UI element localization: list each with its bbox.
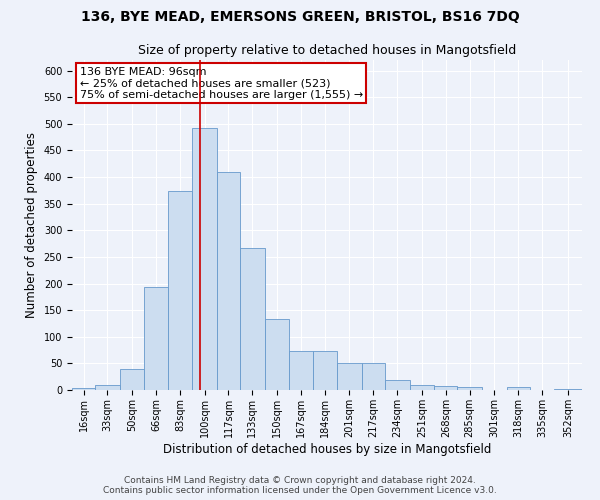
Y-axis label: Number of detached properties: Number of detached properties — [25, 132, 38, 318]
Bar — [192, 128, 217, 390]
Text: Contains HM Land Registry data © Crown copyright and database right 2024.
Contai: Contains HM Land Registry data © Crown c… — [103, 476, 497, 495]
Bar — [506, 388, 530, 390]
Bar — [410, 384, 434, 390]
Bar — [120, 368, 145, 390]
Bar — [217, 172, 240, 390]
Bar — [167, 192, 192, 390]
X-axis label: Distribution of detached houses by size in Mangotsfield: Distribution of detached houses by size … — [163, 442, 491, 456]
Bar — [72, 388, 95, 390]
Title: Size of property relative to detached houses in Mangotsfield: Size of property relative to detached ho… — [138, 44, 516, 58]
Bar — [95, 384, 120, 390]
Bar — [337, 364, 362, 390]
Bar — [385, 380, 410, 390]
Bar — [240, 248, 265, 390]
Bar — [265, 319, 289, 390]
Text: 136 BYE MEAD: 96sqm
← 25% of detached houses are smaller (523)
75% of semi-detac: 136 BYE MEAD: 96sqm ← 25% of detached ho… — [80, 66, 363, 100]
Bar — [145, 288, 167, 390]
Text: 136, BYE MEAD, EMERSONS GREEN, BRISTOL, BS16 7DQ: 136, BYE MEAD, EMERSONS GREEN, BRISTOL, … — [80, 10, 520, 24]
Bar — [289, 351, 313, 390]
Bar — [362, 364, 385, 390]
Bar — [457, 388, 482, 390]
Bar — [313, 351, 337, 390]
Bar — [434, 386, 457, 390]
Bar — [554, 389, 582, 390]
